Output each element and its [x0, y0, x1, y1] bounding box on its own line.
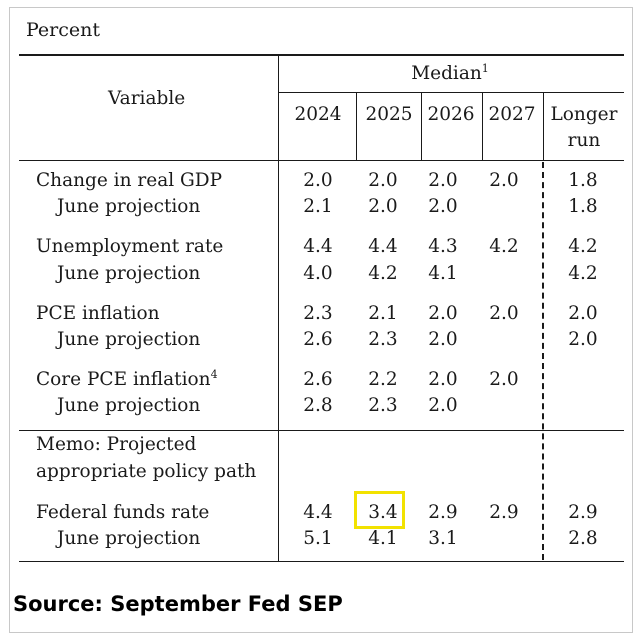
cell-unemp-2025: 4.4: [368, 236, 398, 257]
cell-core-2027: 2.0: [489, 369, 519, 390]
cell-pce-june-2025: 2.3: [368, 329, 398, 350]
cell-core-2026: 2.0: [428, 369, 458, 390]
cell-gdp-june-longer-run: 1.8: [568, 196, 598, 217]
cell-pce-2025: 2.1: [368, 303, 398, 324]
cell-ffr-june-2024: 5.1: [303, 528, 333, 549]
cell-gdp-june-2025: 2.0: [368, 196, 398, 217]
cell-gdp-2026: 2.0: [428, 170, 458, 191]
header-bottom-rule: [19, 160, 624, 161]
bottom-rule: [19, 561, 624, 562]
source-caption: Source: September Fed SEP: [13, 592, 343, 616]
year-header-2026: 2026: [427, 104, 475, 125]
cell-ffr-2025: 3.4: [368, 502, 398, 523]
longer-run-header-line2: run: [567, 130, 601, 151]
cell-unemp-2026: 4.3: [428, 236, 458, 257]
cell-ffr-2024: 4.4: [303, 502, 333, 523]
median-header: Median1: [411, 61, 489, 84]
cell-ffr-june-2025: 4.1: [368, 528, 398, 549]
top-rule: [19, 54, 624, 56]
cell-core-2025: 2.2: [368, 369, 398, 390]
median-underline: [278, 92, 624, 93]
year-header-2027: 2027: [488, 104, 536, 125]
header-divider-2027: [482, 92, 483, 160]
cell-gdp-2025: 2.0: [368, 170, 398, 191]
variable-header: Variable: [108, 88, 186, 109]
cell-unemp-june-2024: 4.0: [303, 263, 333, 284]
cell-unemp-2027: 4.2: [489, 236, 519, 257]
cell-core-2024: 2.6: [303, 369, 333, 390]
row-label-gdp: Change in real GDP: [36, 170, 223, 191]
cell-gdp-2027: 2.0: [489, 170, 519, 191]
year-header-2025: 2025: [365, 104, 413, 125]
longer-run-dashed-divider: [542, 162, 544, 560]
memo-label-line1: Memo: Projected: [36, 434, 197, 455]
cell-core-june-2026: 2.0: [428, 395, 458, 416]
cell-unemp-june-2026: 4.1: [428, 263, 458, 284]
cell-gdp-longer-run: 1.8: [568, 170, 598, 191]
cell-gdp-june-2024: 2.1: [303, 196, 333, 217]
header-divider-2026: [421, 92, 422, 160]
cell-pce-june-longer-run: 2.0: [568, 329, 598, 350]
row-label-unemployment: Unemployment rate: [36, 236, 224, 257]
cell-pce-longer-run: 2.0: [568, 303, 598, 324]
cell-ffr-june-longer-run: 2.8: [568, 528, 598, 549]
table-frame: [9, 7, 633, 633]
row-label-pce: PCE inflation: [36, 303, 160, 324]
cell-pce-2024: 2.3: [303, 303, 333, 324]
memo-label-line2: appropriate policy path: [36, 461, 257, 482]
cell-pce-2027: 2.0: [489, 303, 519, 324]
cell-gdp-june-2026: 2.0: [428, 196, 458, 217]
cell-pce-2026: 2.0: [428, 303, 458, 324]
row-label-core-pce-june: June projection: [57, 395, 201, 416]
row-label-core-pce: Core PCE inflation4: [36, 367, 218, 390]
highlight-box: [354, 491, 405, 529]
header-divider-longer-run: [543, 92, 544, 160]
row-label-unemployment-june: June projection: [57, 263, 201, 284]
unit-label: Percent: [26, 19, 101, 41]
cell-unemp-june-2025: 4.2: [368, 263, 398, 284]
header-divider-2025: [356, 92, 357, 160]
variable-column-divider: [278, 54, 279, 561]
cell-ffr-june-2026: 3.1: [428, 528, 458, 549]
cell-pce-june-2024: 2.6: [303, 329, 333, 350]
row-label-gdp-june: June projection: [57, 196, 201, 217]
cell-unemp-longer-run: 4.2: [568, 236, 598, 257]
cell-unemp-june-longer-run: 4.2: [568, 263, 598, 284]
cell-ffr-2026: 2.9: [428, 502, 458, 523]
row-label-fed-funds: Federal funds rate: [36, 502, 210, 523]
cell-ffr-longer-run: 2.9: [568, 502, 598, 523]
cell-ffr-2027: 2.9: [489, 502, 519, 523]
cell-unemp-2024: 4.4: [303, 236, 333, 257]
row-label-pce-june: June projection: [57, 329, 201, 350]
longer-run-header-line1: Longer: [550, 104, 618, 125]
cell-core-june-2025: 2.3: [368, 395, 398, 416]
year-header-2024: 2024: [294, 104, 342, 125]
cell-core-june-2024: 2.8: [303, 395, 333, 416]
memo-divider-rule: [19, 430, 624, 431]
cell-pce-june-2026: 2.0: [428, 329, 458, 350]
row-label-fed-funds-june: June projection: [57, 528, 201, 549]
cell-gdp-2024: 2.0: [303, 170, 333, 191]
